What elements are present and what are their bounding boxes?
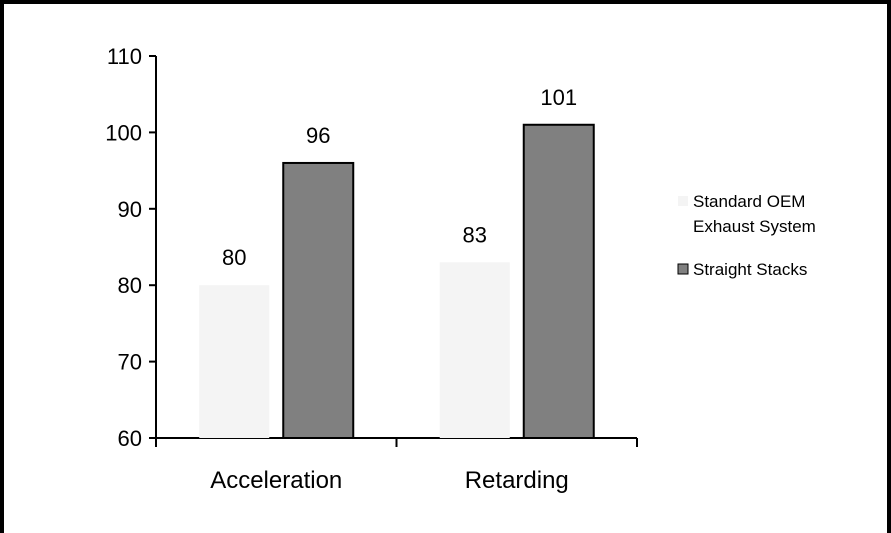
y-tick-label: 80	[118, 273, 142, 298]
bar	[439, 262, 510, 438]
bar	[199, 285, 270, 438]
chart-bars	[199, 123, 595, 440]
data-label: 96	[306, 123, 330, 148]
y-tick-label: 60	[118, 426, 142, 451]
chart-legend: Standard OEM Exhaust System Straight Stack…	[677, 192, 816, 279]
legend-swatch	[678, 196, 688, 206]
data-label: 80	[222, 245, 246, 270]
bar	[522, 123, 595, 439]
legend-swatch	[677, 263, 689, 275]
chart-axes: 60 70 80 90 100 110 Acceleration Retarding	[105, 44, 638, 494]
legend-label: Exhaust System	[693, 217, 816, 236]
bar	[282, 161, 355, 440]
chart-data-labels: 80 96 83 101	[222, 85, 577, 270]
data-label: 101	[540, 85, 577, 110]
x-category-label: Acceleration	[210, 467, 342, 494]
y-tick-label: 100	[105, 120, 142, 145]
y-tick-label: 110	[107, 44, 142, 69]
legend-label: Standard OEM	[693, 192, 805, 211]
y-tick-label: 90	[118, 197, 142, 222]
data-label: 83	[463, 222, 487, 247]
y-tick-label: 70	[118, 350, 142, 375]
x-category-label: Retarding	[465, 467, 569, 494]
legend-label: Straight Stacks	[693, 260, 807, 279]
